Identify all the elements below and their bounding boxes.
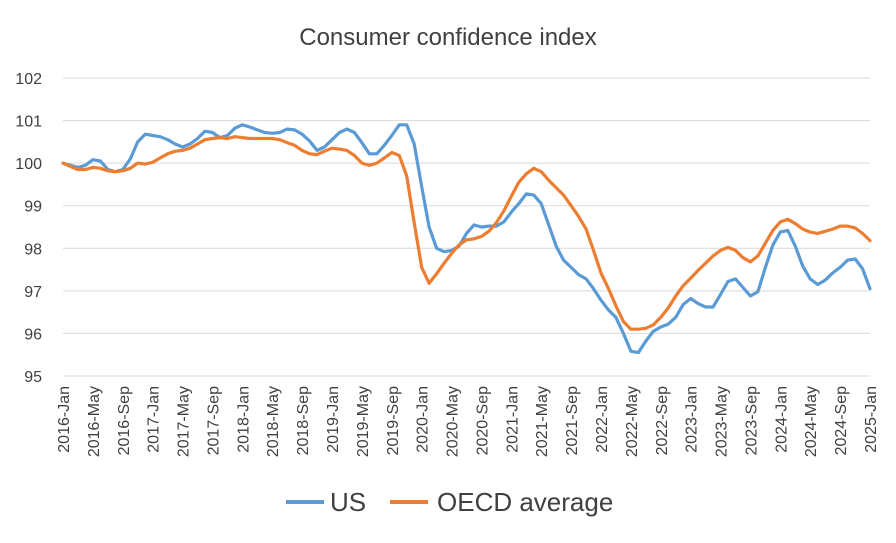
legend-label: OECD average [437,487,613,517]
y-tick-label: 96 [24,326,42,343]
x-tick-label: 2019-Jan [325,386,342,453]
y-axis-ticks: 95 96 97 98 99 100 101 102 [15,71,42,386]
gridlines [63,77,870,377]
x-tick-label: 2022-Sep [654,386,671,455]
series-lines [61,123,872,355]
y-tick-label: 97 [24,284,42,301]
chart-title: Consumer confidence index [299,24,597,51]
x-tick-label: 2016-May [86,386,103,457]
x-tick-label: 2020-May [445,386,462,457]
x-tick-label: 2017-May [176,386,193,457]
legend: US OECD average [286,487,613,517]
x-tick-label: 2018-Jan [235,386,252,453]
x-tick-label: 2024-Jan [773,386,790,453]
y-tick-label: 100 [15,156,42,173]
legend-label: US [330,487,366,517]
x-tick-label: 2023-Jan [684,386,701,453]
x-axis-ticks: 2016-Jan 2016-May 2016-Sep 2017-Jan 2017-May… [56,386,880,457]
x-tick-label: 2023-May [714,386,731,457]
x-tick-label: 2018-Sep [295,386,312,455]
x-tick-label: 2024-May [803,386,820,457]
x-tick-label: 2020-Sep [474,386,491,455]
x-tick-label: 2025-Jan [863,386,880,453]
x-tick-label: 2020-Jan [415,386,432,453]
x-tick-label: 2016-Jan [56,386,73,453]
y-tick-label: 101 [15,114,42,131]
x-tick-label: 2017-Jan [146,386,163,453]
x-tick-label: 2016-Sep [116,386,133,455]
series-line-us [61,123,872,355]
x-tick-label: 2018-May [265,386,282,457]
y-tick-label: 102 [15,71,42,88]
x-tick-label: 2024-Sep [833,386,850,455]
x-tick-label: 2019-Sep [385,386,402,455]
x-tick-label: 2022-May [624,386,641,457]
x-tick-label: 2017-Sep [205,386,222,455]
x-tick-label: 2023-Sep [743,386,760,455]
y-tick-label: 95 [24,369,42,386]
x-tick-label: 2021-May [534,386,551,457]
x-tick-label: 2021-Jan [504,386,521,453]
y-tick-label: 98 [24,241,42,258]
y-tick-label: 99 [24,199,42,216]
x-tick-label: 2019-May [355,386,372,457]
x-tick-label: 2021-Sep [564,386,581,455]
series-line-oecd-average [61,135,872,331]
x-tick-label: 2022-Jan [594,386,611,453]
